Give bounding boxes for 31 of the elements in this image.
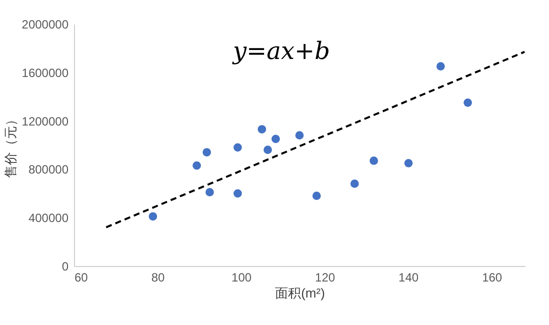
y-tick-label: 1200000: [22, 114, 69, 128]
x-tick-label: 120: [315, 270, 336, 284]
point: [370, 156, 378, 165]
y-tick-label: 1600000: [22, 66, 69, 80]
point: [192, 161, 201, 170]
point: [202, 148, 211, 156]
y-axis-title: 售价（元）: [2, 113, 18, 178]
point: [312, 192, 321, 200]
point: [264, 146, 272, 154]
x-axis-title: 面积(m²): [275, 286, 325, 300]
y-tick-label: 800000: [28, 162, 69, 177]
point: [295, 131, 304, 140]
point: [404, 158, 413, 168]
y-tick-label: 0: [62, 260, 69, 274]
x-tick-label: 140: [398, 270, 419, 284]
point: [350, 180, 359, 188]
point: [148, 212, 158, 221]
x-tick-label: 60: [74, 270, 88, 284]
x-tick-label: 100: [232, 270, 252, 284]
y-tick-label: 2000000: [22, 18, 69, 32]
x-tick-label: 80: [151, 270, 166, 284]
point: [234, 143, 242, 152]
point: [436, 62, 445, 71]
x-tick-label: 160: [482, 270, 502, 284]
point: [464, 98, 472, 107]
point: [206, 188, 214, 196]
y-tick-label: 400000: [28, 211, 69, 226]
annotation: y=ax+b: [232, 37, 330, 65]
point: [258, 125, 266, 134]
point: [234, 189, 242, 198]
point: [272, 134, 280, 144]
